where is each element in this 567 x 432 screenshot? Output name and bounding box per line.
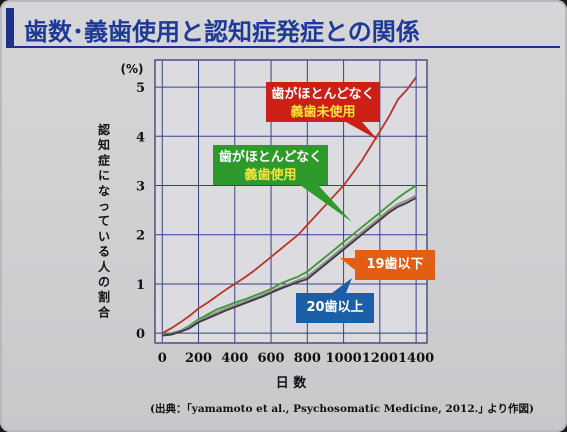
y-axis-label-char: る	[98, 245, 110, 259]
callout-19-teeth-or-fewer: 19歯以下	[355, 250, 435, 284]
y-tick-label: 1	[136, 278, 145, 293]
series-line-no-teeth-denture	[162, 184, 417, 337]
callout-bg-no-teeth-denture-pointer	[300, 185, 352, 222]
callout-line1: 19歯以下	[366, 257, 424, 272]
y-tick-label: 4	[136, 130, 145, 145]
callout-bg-19-teeth-or-fewer	[355, 250, 435, 280]
y-axis-label-char: 知	[97, 137, 110, 152]
callout-no-teeth-denture: 歯がほとんどなく 義歯使用	[213, 145, 328, 189]
series-line-no-teeth-no-denture	[161, 76, 417, 334]
x-tick-label: 200	[185, 351, 212, 366]
source-citation: (出典：｢yamamoto et al., Psychosomatic Medi…	[150, 403, 534, 415]
y-tick-label: 2	[136, 229, 145, 244]
callout-no-teeth-no-denture: 歯がほとんどなく 義歯未使用	[266, 82, 380, 126]
callout-line1: 歯がほとんどなく	[271, 87, 375, 102]
y-tick-label: 0	[136, 327, 145, 342]
x-tick-label: 400	[221, 351, 248, 366]
y-axis-label-char: に	[98, 169, 110, 183]
callout-line2: 義歯未使用	[290, 105, 356, 120]
callout-bg-20-teeth-or-more	[296, 293, 374, 323]
y-axis-label-char: 認	[98, 122, 110, 137]
y-axis-label: 認知症になっている人の割合	[97, 122, 111, 319]
y-axis-label-char: い	[98, 229, 110, 243]
y-axis-label-char: 割	[98, 289, 110, 304]
title-underline	[14, 46, 560, 48]
callout-bg-no-teeth-denture	[213, 145, 328, 185]
callout-20-teeth-or-more: 20歯以上	[296, 293, 374, 327]
callout-line1: 20歯以上	[306, 300, 364, 315]
callout-line1: 歯がほとんどなく	[218, 150, 323, 165]
x-tick-label: 1400	[398, 351, 434, 366]
x-tick-label: 800	[294, 351, 321, 366]
callout-bg-19-teeth-or-fewer-pointer	[340, 258, 355, 270]
y-axis-label-char: っ	[98, 199, 110, 213]
x-tick-label: 600	[257, 351, 284, 366]
series-line-20-teeth-or-more	[162, 196, 417, 337]
y-axis-label-char: 人	[98, 259, 111, 274]
callout-line2: 義歯使用	[244, 168, 297, 183]
callout-bg-no-teeth-no-denture	[266, 82, 380, 122]
y-axis-label-char: 合	[98, 304, 111, 319]
title-bar: 歯数･義歯使用と認知症発症との関係	[6, 8, 561, 48]
callout-bg-no-teeth-no-denture-pointer	[346, 122, 378, 140]
x-tick-label: 1000	[325, 351, 361, 366]
slide-title: 歯数･義歯使用と認知症発症との関係	[24, 18, 420, 46]
y-axis-label-char: て	[98, 214, 110, 228]
y-tick-label: 3	[136, 180, 145, 195]
callout-bg-20-teeth-or-more-pointer	[332, 278, 352, 293]
title-accent-bar	[6, 8, 14, 48]
y-unit-label: (%)	[121, 62, 144, 76]
y-tick-label: 5	[136, 81, 145, 96]
x-axis-label: 日 数	[276, 375, 308, 391]
series-line-19-teeth-or-fewer	[162, 194, 417, 337]
y-axis-label-char: な	[98, 184, 110, 198]
y-axis-label-char: 症	[98, 152, 110, 167]
y-axis-label-char: の	[98, 275, 110, 289]
x-tick-label: 1200	[362, 351, 398, 366]
x-tick-label: 0	[158, 351, 167, 366]
